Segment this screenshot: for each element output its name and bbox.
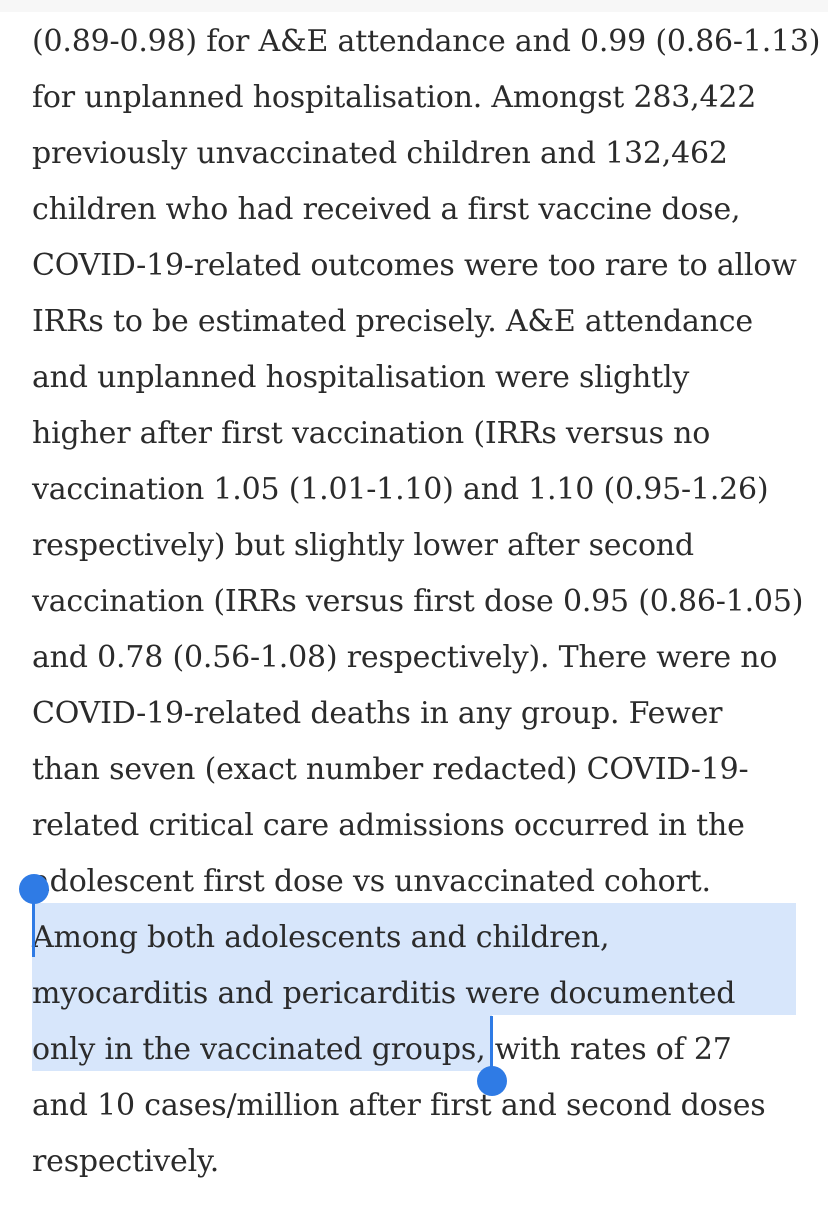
text-selection-highlight — [32, 959, 796, 1015]
text-line: adolescent first dose vs unvaccinated co… — [32, 864, 711, 899]
text-line: (0.89-0.98) for A&E attendance and 0.99 … — [32, 24, 821, 59]
selected-text-line[interactable]: Among both adolescents and children, — [32, 920, 610, 955]
text-line: vaccination (IRRs versus first dose 0.95… — [32, 584, 804, 619]
text-line: COVID-19-related outcomes were too rare … — [32, 248, 797, 283]
text-selection-highlight — [32, 903, 796, 959]
text-line: vaccination 1.05 (1.01-1.10) and 1.10 (0… — [32, 472, 769, 507]
text-line: COVID-19-related deaths in any group. Fe… — [32, 696, 723, 731]
text-line: and 0.78 (0.56-1.08) respectively). Ther… — [32, 640, 778, 675]
text-line: and 10 cases/million after first and sec… — [32, 1088, 766, 1123]
text-line: than seven (exact number redacted) COVID… — [32, 752, 749, 787]
selection-end-handle[interactable] — [477, 1066, 507, 1096]
text-line: related critical care admissions occurre… — [32, 808, 745, 843]
text-line: higher after first vaccination (IRRs ver… — [32, 416, 711, 451]
text-selection-highlight — [32, 1015, 492, 1071]
selection-start-cursor — [32, 895, 35, 957]
selected-text-line[interactable]: only in the vaccinated groups, with rate… — [32, 1032, 732, 1067]
text-line: respectively. — [32, 1144, 220, 1179]
text-line: and unplanned hospitalisation were sligh… — [32, 360, 690, 395]
text-line: respectively) but slightly lower after s… — [32, 528, 694, 563]
selection-end-cursor — [490, 1016, 493, 1072]
text-line: for unplanned hospitalisation. Amongst 2… — [32, 80, 757, 115]
selection-start-handle[interactable] — [19, 874, 49, 904]
top-bar — [0, 0, 828, 12]
text-line: previously unvaccinated children and 132… — [32, 136, 728, 171]
selected-text-line[interactable]: myocarditis and pericarditis were docume… — [32, 976, 736, 1011]
text-line: children who had received a first vaccin… — [32, 192, 741, 227]
text-line: IRRs to be estimated precisely. A&E atte… — [32, 304, 753, 339]
